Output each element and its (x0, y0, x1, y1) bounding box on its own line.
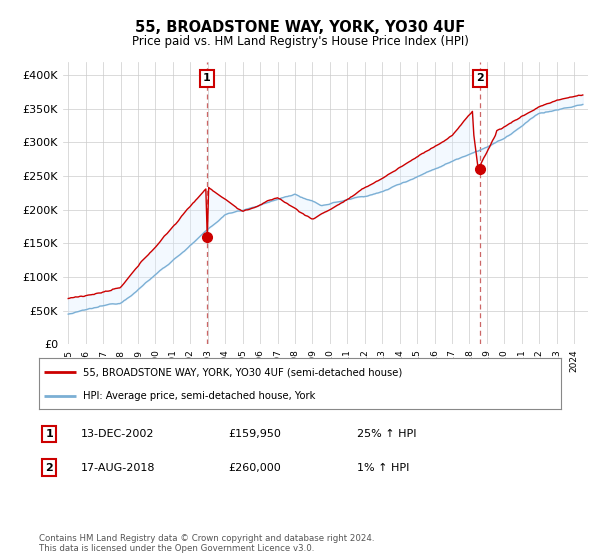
Text: 25% ↑ HPI: 25% ↑ HPI (357, 429, 416, 439)
Text: Price paid vs. HM Land Registry's House Price Index (HPI): Price paid vs. HM Land Registry's House … (131, 35, 469, 48)
Text: HPI: Average price, semi-detached house, York: HPI: Average price, semi-detached house,… (83, 391, 316, 401)
Text: 2: 2 (476, 73, 484, 83)
Text: 17-AUG-2018: 17-AUG-2018 (81, 463, 155, 473)
Text: 1: 1 (46, 429, 53, 439)
Text: 1: 1 (203, 73, 211, 83)
Text: 2: 2 (46, 463, 53, 473)
Text: 55, BROADSTONE WAY, YORK, YO30 4UF: 55, BROADSTONE WAY, YORK, YO30 4UF (135, 20, 465, 35)
Text: Contains HM Land Registry data © Crown copyright and database right 2024.
This d: Contains HM Land Registry data © Crown c… (39, 534, 374, 553)
Text: 55, BROADSTONE WAY, YORK, YO30 4UF (semi-detached house): 55, BROADSTONE WAY, YORK, YO30 4UF (semi… (83, 367, 403, 377)
Text: £159,950: £159,950 (228, 429, 281, 439)
Text: £260,000: £260,000 (228, 463, 281, 473)
Text: 1% ↑ HPI: 1% ↑ HPI (357, 463, 409, 473)
Text: 13-DEC-2002: 13-DEC-2002 (81, 429, 155, 439)
